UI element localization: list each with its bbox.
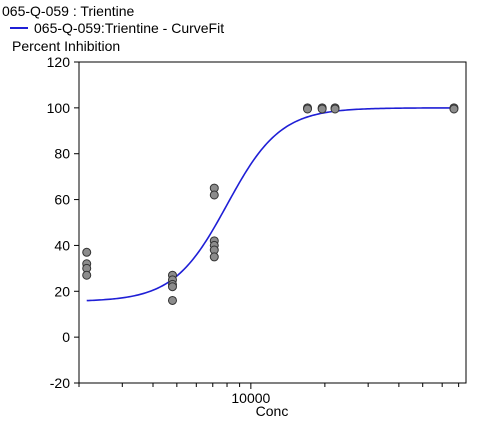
data-point xyxy=(330,104,340,114)
y-axis: -20 0 20 40 60 80 100 120 xyxy=(47,54,79,391)
legend: 065-Q-059:Trientine - CurveFit xyxy=(4,20,224,36)
data-point xyxy=(167,282,177,292)
plot-frame xyxy=(78,61,467,384)
data-point xyxy=(82,247,92,257)
y-tick-label: 20 xyxy=(54,283,70,299)
data-point xyxy=(303,104,313,114)
y-axis-label: Percent Inhibition xyxy=(12,38,121,54)
chart-title: 065-Q-059 : Trientine xyxy=(2,3,135,19)
x-tick-label: 10000 xyxy=(231,390,270,406)
legend-line-swatch xyxy=(10,27,28,29)
data-points xyxy=(82,103,459,305)
data-point xyxy=(82,270,92,280)
data-point xyxy=(167,295,177,305)
data-point xyxy=(209,190,219,200)
x-axis-label: Conc xyxy=(256,403,289,419)
data-point xyxy=(209,252,219,262)
data-point xyxy=(449,104,459,114)
y-tick-label: 120 xyxy=(47,54,71,70)
fit-curve xyxy=(86,107,454,302)
y-tick-label: -20 xyxy=(50,375,70,391)
y-tick-label: 40 xyxy=(54,237,70,253)
y-tick-label: 80 xyxy=(54,146,70,162)
data-point xyxy=(317,104,327,114)
y-tick-label: 60 xyxy=(54,192,70,208)
x-axis: 10000 xyxy=(78,383,460,406)
y-tick-label: 0 xyxy=(62,329,70,345)
legend-entry: 065-Q-059:Trientine - CurveFit xyxy=(34,20,225,36)
y-tick-label: 100 xyxy=(47,100,71,116)
